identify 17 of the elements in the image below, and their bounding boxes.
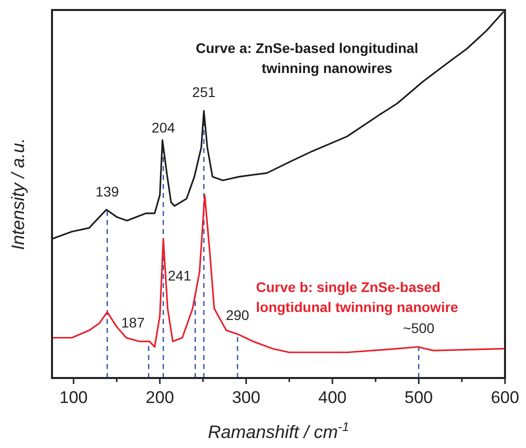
x-tick-label: 100 <box>59 388 88 407</box>
x-tick-label: 600 <box>490 388 520 407</box>
ref-line-label: 204 <box>152 120 176 136</box>
y-axis-title: Intensity / a.u. <box>8 138 28 250</box>
ref-line-label: 290 <box>226 307 250 324</box>
x-tick-label: 200 <box>146 388 174 407</box>
x-tick-label: 500 <box>404 388 433 407</box>
series-label: Curve b: single ZnSe-based longtidunal twinning nanowire <box>256 279 458 315</box>
ref-line-label: ~500 <box>402 320 435 336</box>
x-tick-label: 400 <box>318 388 347 407</box>
ref-line-label: 187 <box>121 314 145 330</box>
series-label: Curve a: ZnSe-based longitudinal twinning nanowires <box>196 40 418 76</box>
ref-line-label: 139 <box>96 183 120 200</box>
ref-line-label: 241 <box>168 268 192 284</box>
x-tick-label: 300 <box>232 388 260 407</box>
ref-line-label: 251 <box>192 84 216 100</box>
x-axis-title: Ramanshift / cm$^{-1}$ <box>208 420 350 442</box>
